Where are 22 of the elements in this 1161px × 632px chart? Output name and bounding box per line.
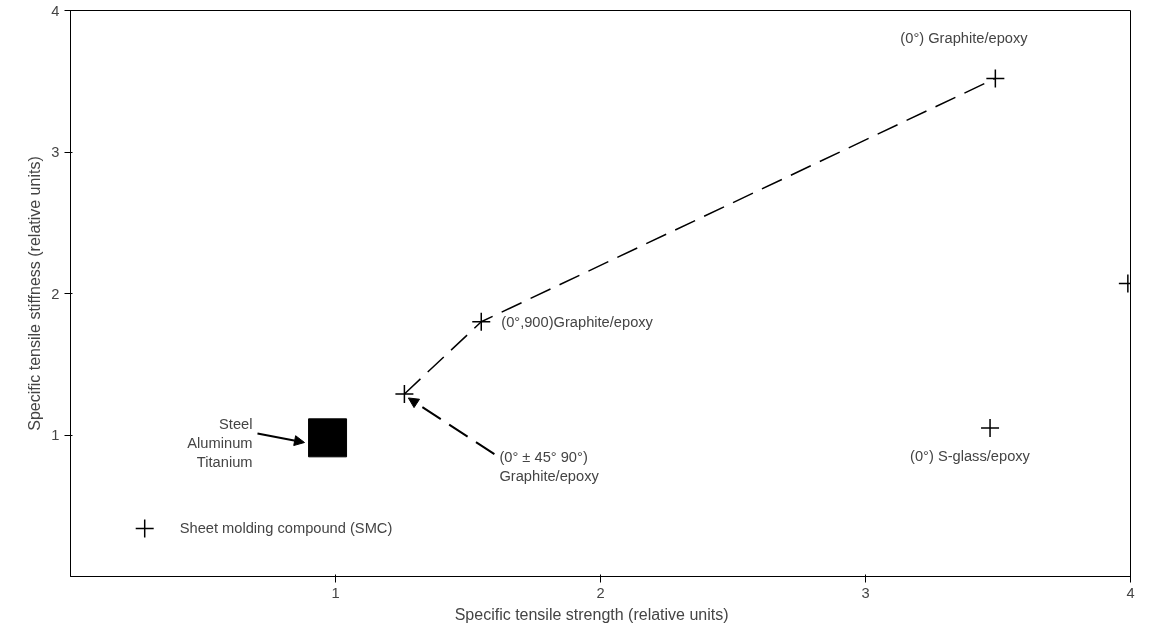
y-tick-label: 4 [51,2,60,19]
annotation: (0°) S-glass/epoxy [910,447,1031,464]
point [985,68,1006,89]
x-tick-label: 1 [331,584,340,601]
point [134,518,155,539]
y-axis-title: Specific tensile stiffness (relative units) [26,156,44,431]
point [394,384,415,404]
point [471,312,491,332]
x-tick-label: 4 [1126,584,1135,601]
point [980,418,1000,438]
x-tick-label: 2 [596,584,605,601]
annotation: (0°) Graphite/epoxy [900,30,1029,47]
y-tick-label: 1 [51,427,60,443]
annotation: Steel Aluminum Titanium [187,415,253,470]
x-tick-label: 3 [861,584,870,601]
annotation: (0° ± 45° 90°) Graphite/epoxy [499,448,600,485]
point [308,418,348,458]
y-tick-label: 2 [51,285,60,302]
annotation: (0°,900)Graphite/epoxy [501,313,654,330]
x-axis-title: Specific tensile strength (relative units) [454,605,729,623]
y-tick-label: 3 [51,144,60,160]
annotation: Sheet molding compound (SMC) [179,520,393,537]
